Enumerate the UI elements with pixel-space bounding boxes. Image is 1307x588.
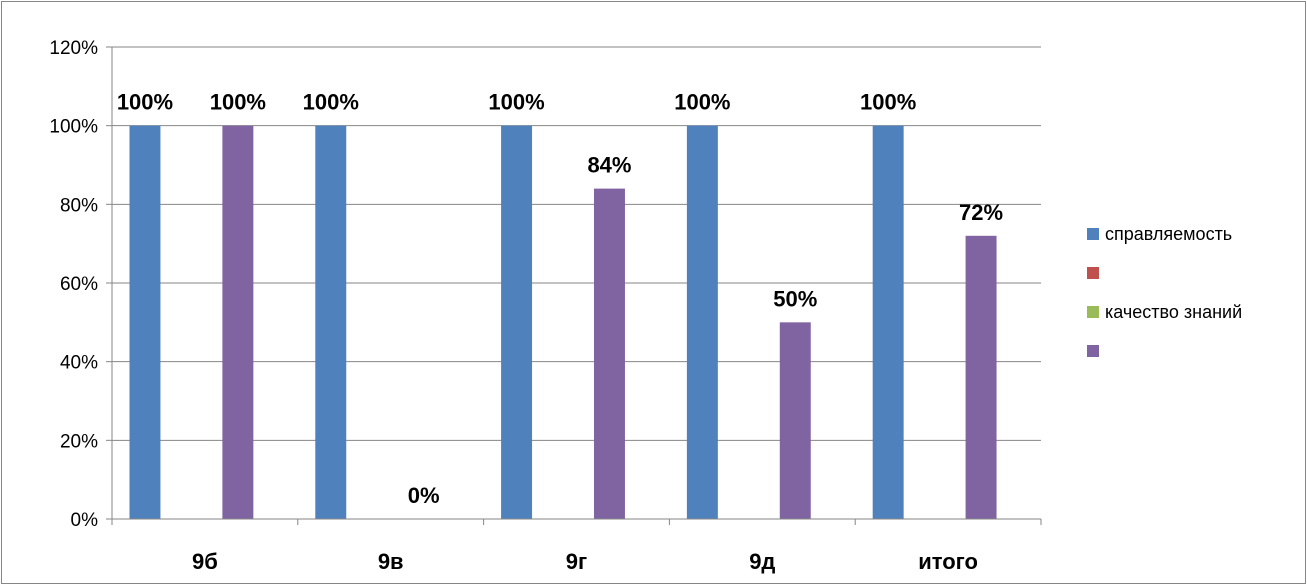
x-tick-label: итого	[918, 549, 978, 574]
y-tick-label: 60%	[60, 274, 98, 295]
legend-swatch	[1087, 306, 1099, 318]
x-tick-label: 9д	[749, 549, 775, 574]
bar	[872, 125, 904, 520]
data-label: 100%	[303, 90, 359, 115]
x-tick-label: 9б	[192, 549, 218, 574]
data-label: 50%	[773, 286, 817, 311]
legend-swatch	[1087, 267, 1099, 279]
legend-swatch	[1087, 345, 1099, 357]
y-tick-label: 20%	[60, 431, 98, 452]
data-label: 100%	[117, 90, 173, 115]
y-tick-label: 80%	[60, 195, 98, 216]
data-label: 0%	[408, 483, 440, 508]
data-label: 84%	[587, 153, 631, 178]
data-label: 72%	[959, 200, 1003, 225]
bar	[779, 322, 811, 519]
bars	[129, 125, 997, 520]
y-tick-label: 120%	[49, 38, 98, 59]
x-tick-label: 9в	[378, 549, 404, 574]
legend-label: справляемость	[1105, 224, 1232, 244]
bar	[315, 125, 347, 520]
y-tick-label: 100%	[49, 117, 98, 138]
bar	[129, 125, 161, 520]
bar	[593, 188, 625, 519]
bar	[501, 125, 533, 520]
data-label: 100%	[674, 90, 730, 115]
data-label: 100%	[210, 90, 266, 115]
x-tick-label: 9г	[566, 549, 587, 574]
y-tick-label: 40%	[60, 353, 98, 374]
bar	[222, 125, 254, 520]
bar	[965, 235, 997, 520]
data-labels: 100% 100% 100% 100% 100% 100% 0% 84% 50% 72%	[117, 90, 1003, 508]
data-label: 100%	[488, 90, 544, 115]
x-axis: 9б 9в 9г 9д итого	[111, 518, 1042, 574]
data-label: 100%	[860, 90, 916, 115]
legend: справляемость качество знаний	[1087, 224, 1242, 357]
y-axis: 0% 20% 40% 60% 80% 100% 120%	[49, 38, 113, 531]
legend-label: качество знаний	[1105, 302, 1242, 322]
legend-swatch	[1087, 228, 1099, 240]
y-tick-label: 0%	[71, 510, 99, 531]
bar	[686, 125, 718, 520]
